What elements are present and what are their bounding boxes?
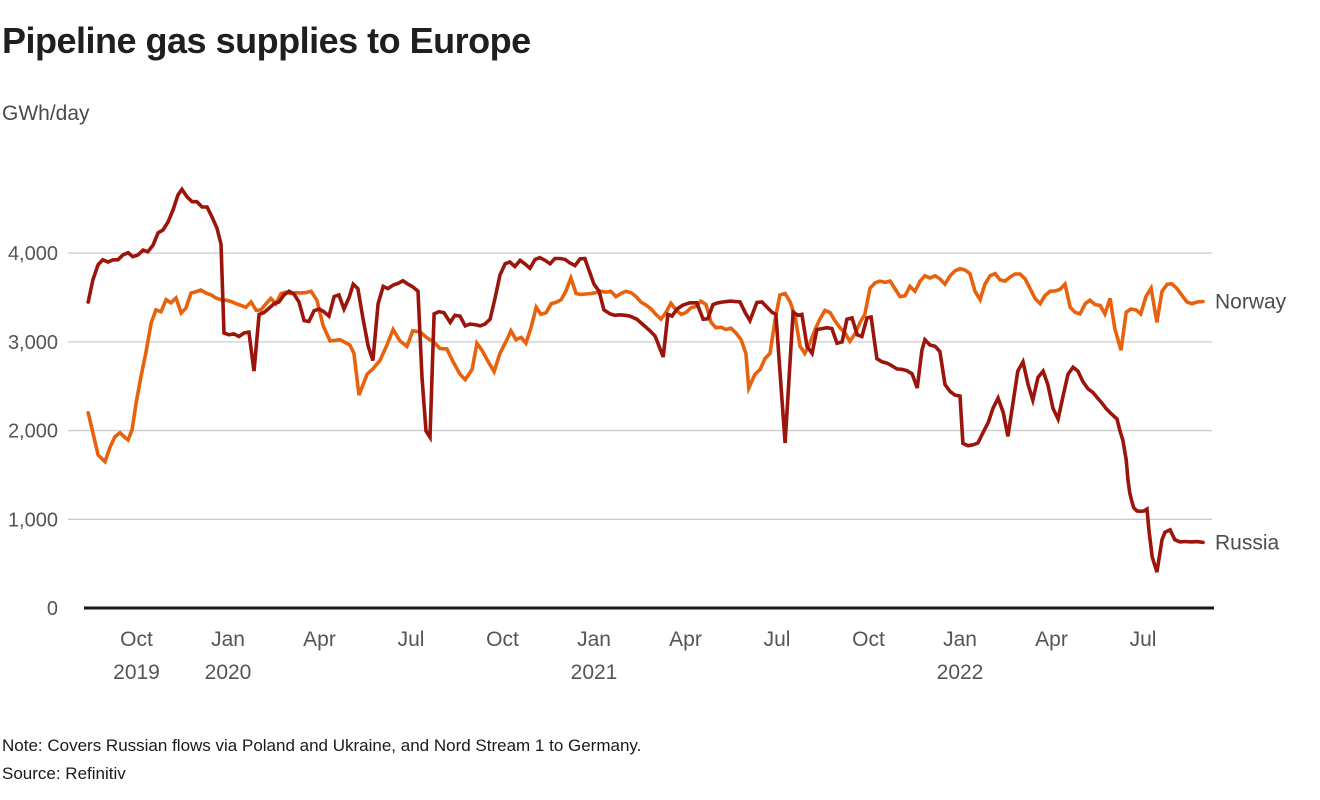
x-tick-label: Jul <box>398 628 425 651</box>
x-tick-year-label: 2022 <box>937 661 984 684</box>
norway-line <box>86 266 1205 465</box>
chart-note: Note: Covers Russian flows via Poland an… <box>2 736 642 755</box>
x-tick-year-label: 2019 <box>113 661 160 684</box>
line-chart: 0 1,000 2,000 3,000 4,000 Oct 2019 Jan 2020 Apr Ju… <box>8 186 1287 684</box>
x-tick-label: Apr <box>1035 628 1068 651</box>
chart-title: Pipeline gas supplies to Europe <box>2 20 531 61</box>
y-axis-label: 2,000 <box>8 421 58 443</box>
x-tick-label: Jul <box>764 628 791 651</box>
x-tick-label: Oct <box>852 628 885 651</box>
x-tick-label: Jan <box>211 628 245 651</box>
chart-source: Source: Refinitiv <box>2 764 126 783</box>
russia-line <box>86 186 1205 573</box>
y-axis-label: 1,000 <box>8 509 58 531</box>
x-tick-label: Apr <box>669 628 702 651</box>
x-tick-label: Apr <box>303 628 336 651</box>
chart-unit-label: GWh/day <box>2 102 90 125</box>
x-tick-year-label: 2021 <box>571 661 618 684</box>
y-axis-label: 4,000 <box>8 243 58 265</box>
x-tick-label: Oct <box>120 628 153 651</box>
x-tick-label: Jul <box>1130 628 1157 651</box>
y-axis-label: 3,000 <box>8 332 58 354</box>
series-label-norway: Norway <box>1215 291 1287 314</box>
y-axis-label: 0 <box>47 598 58 620</box>
x-tick-label: Oct <box>486 628 519 651</box>
x-tick-year-label: 2020 <box>205 661 252 684</box>
x-tick-label: Jan <box>577 628 611 651</box>
series-label-russia: Russia <box>1215 531 1280 554</box>
x-tick-label: Jan <box>943 628 977 651</box>
